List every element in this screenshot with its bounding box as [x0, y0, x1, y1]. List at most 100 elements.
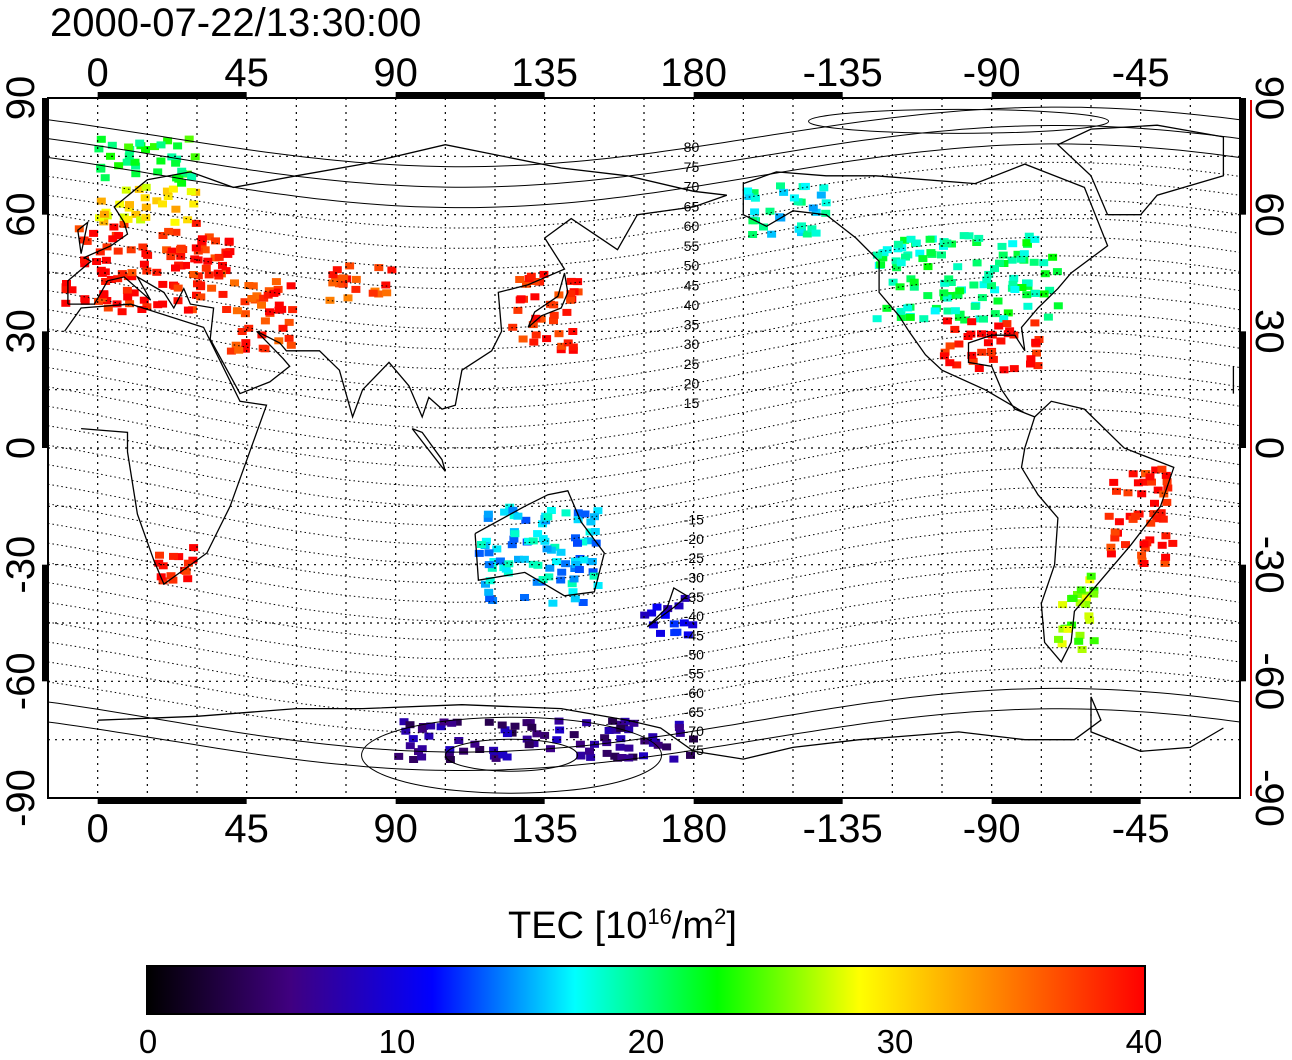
tec-cell: [1039, 290, 1049, 298]
tec-cell: [986, 349, 996, 356]
tec-cell: [328, 279, 338, 287]
tec-cell: [994, 322, 1004, 330]
tec-cell: [743, 187, 753, 195]
tec-cell: [470, 740, 480, 748]
axis-bar-bottom: [693, 798, 843, 804]
tec-cell: [1054, 635, 1063, 643]
tec-cell: [972, 259, 982, 267]
tec-cell: [139, 260, 149, 268]
contour-label: -55: [684, 666, 704, 682]
tec-cell: [1089, 590, 1099, 598]
tec-cell: [554, 717, 564, 725]
tec-cell: [184, 135, 194, 143]
contour-label: -15: [684, 512, 704, 528]
tec-cell: [533, 561, 543, 569]
tec-cell: [893, 245, 903, 253]
magnetic-contour: [48, 369, 1240, 449]
contour-label: 50: [684, 258, 700, 274]
tec-cell: [524, 741, 534, 749]
tec-cell: [674, 602, 684, 610]
tec-cell: [108, 235, 118, 243]
tec-cell: [945, 359, 955, 367]
tec-cell: [521, 516, 531, 524]
tec-cell: [575, 740, 585, 748]
tec-cell: [92, 258, 102, 265]
tec-cell: [660, 611, 670, 619]
tec-cell: [995, 259, 1004, 267]
bottom-lon-tick: -90: [963, 807, 1021, 851]
tec-cell: [141, 213, 151, 221]
tec-cell: [164, 227, 174, 235]
tec-cell: [96, 165, 106, 173]
tec-cell: [503, 569, 513, 577]
contour-label: -20: [684, 531, 704, 547]
tec-cell: [1168, 539, 1178, 547]
tec-cell: [539, 270, 549, 278]
tec-cell: [405, 742, 415, 750]
tec-cell: [487, 564, 497, 572]
tec-cell: [99, 291, 109, 299]
contour-label: -50: [684, 646, 704, 662]
tec-cell: [509, 535, 519, 543]
tec-cell: [527, 723, 537, 731]
tec-cell: [1032, 349, 1041, 357]
tec-cell: [204, 271, 214, 279]
tec-cell: [546, 507, 556, 514]
tec-cell: [1010, 286, 1020, 293]
tec-cell: [529, 740, 539, 748]
tec-cell: [573, 516, 583, 524]
tec-cell: [548, 599, 558, 607]
tec-cell: [508, 506, 518, 514]
tec-cell: [166, 253, 176, 261]
contour-label: 20: [684, 375, 700, 391]
tec-cell: [549, 311, 559, 319]
tec-cell: [531, 331, 541, 339]
tec-cell: [533, 530, 543, 538]
tec-cell: [1162, 478, 1172, 486]
map-title: 2000-07-22/13:30:00: [50, 1, 422, 45]
magnetic-contour: [48, 487, 1240, 565]
tec-cell: [140, 194, 150, 202]
tec-cell: [1158, 515, 1168, 523]
tec-cell: [80, 260, 90, 268]
tec-cell: [153, 301, 163, 309]
tec-cell: [604, 727, 614, 734]
tec-cell: [1026, 355, 1036, 363]
axis-bar-bottom: [395, 798, 545, 804]
tec-cell: [1009, 365, 1019, 373]
tec-cell: [156, 141, 166, 149]
tec-cell: [80, 295, 90, 303]
tec-cell: [507, 729, 517, 737]
tec-cell: [536, 315, 546, 323]
tec-cell: [142, 267, 152, 275]
contour-label: -30: [684, 570, 704, 586]
tec-cell: [99, 218, 109, 226]
tec-cell: [1110, 534, 1120, 542]
coastline: [646, 587, 689, 628]
contour-label: -45: [684, 627, 704, 643]
tec-cell: [1133, 479, 1143, 487]
tec-cell: [1019, 250, 1029, 258]
tec-cell: [107, 141, 117, 149]
tec-cell: [617, 754, 627, 761]
tec-cell: [284, 334, 294, 342]
tec-cell: [569, 575, 579, 583]
top-lon-ticks: 0 45 90 135 180 -135 -90 -45: [87, 51, 1170, 95]
tec-cell: [896, 314, 906, 321]
magnetic-contour: [48, 526, 1240, 603]
contour-label: -60: [684, 685, 704, 701]
tec-cell: [152, 268, 162, 276]
tec-cell: [100, 174, 110, 182]
contour-label: 65: [684, 198, 700, 214]
tec-cell: [109, 223, 119, 231]
tec-cell: [223, 250, 233, 258]
tec-cell: [593, 582, 603, 589]
tec-cell: [561, 509, 571, 517]
tec-cell: [905, 313, 915, 321]
tec-cell: [688, 621, 698, 629]
tec-cell: [218, 261, 227, 269]
tec-cell: [656, 629, 665, 637]
tec-cell: [977, 348, 987, 356]
tec-cell: [173, 284, 183, 292]
axis-bar-top: [97, 92, 247, 98]
